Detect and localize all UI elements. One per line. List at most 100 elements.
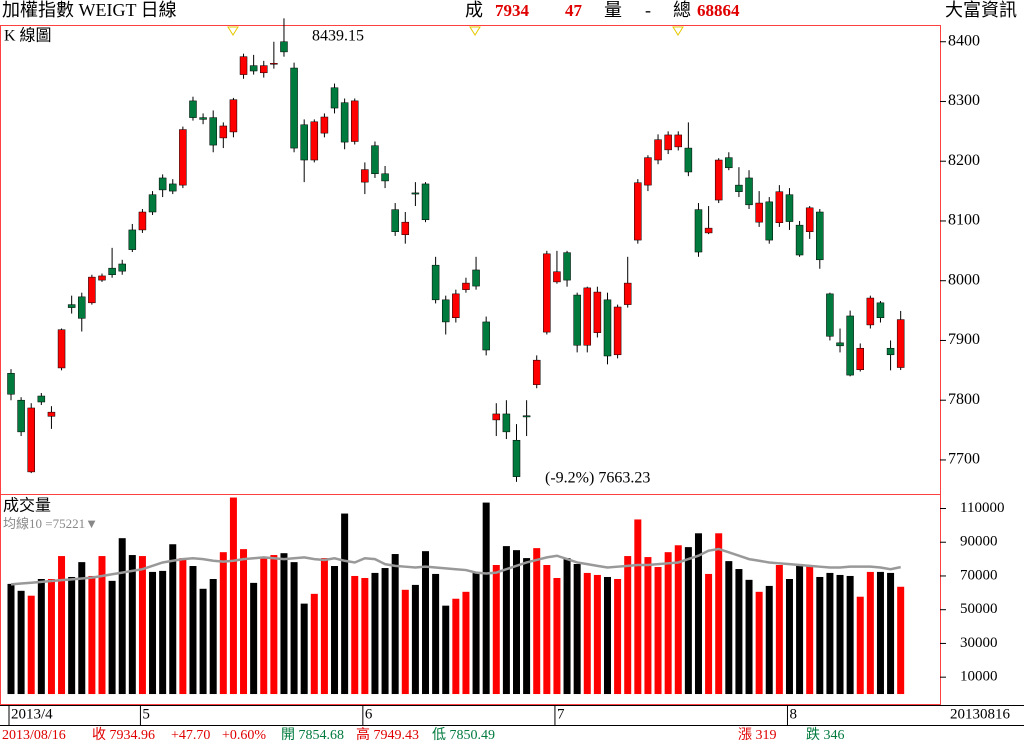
volume-bar [725, 561, 733, 695]
candle-body [613, 306, 622, 356]
candle-body [209, 117, 217, 146]
x-tick-label: 6 [365, 706, 373, 722]
x-tick-label: 2013/4 [11, 706, 53, 722]
volume-bar [401, 589, 409, 695]
volume-bar [452, 598, 460, 695]
candle-body [472, 269, 480, 287]
candle-body [684, 147, 693, 173]
volume-bar [765, 585, 773, 695]
volume-bar [229, 497, 237, 695]
candle-body [826, 293, 834, 337]
header-value: 7934 [495, 1, 530, 20]
header-label: 量 [604, 0, 622, 20]
x-tick-label: 20130816 [950, 706, 1011, 722]
volume-bar [68, 576, 76, 695]
candle-body [199, 117, 207, 120]
x-tick-label: 5 [142, 706, 150, 722]
volume-bar [37, 579, 45, 695]
candle-body [482, 321, 490, 351]
header-value: 68864 [697, 1, 740, 20]
volume-bar [361, 577, 369, 695]
volume-bar [745, 579, 753, 695]
candle-body [694, 209, 703, 253]
volume-bar [341, 513, 349, 695]
volume-bar [513, 550, 520, 695]
volume-bar [58, 556, 66, 695]
candle-body [674, 134, 683, 148]
volume-bar [331, 566, 339, 695]
candle-body [816, 211, 824, 261]
candle-body [310, 121, 319, 161]
candle-body [67, 304, 76, 308]
candle-body [543, 253, 551, 333]
footer-down: 跌 346 [806, 727, 845, 743]
candle-body [866, 297, 875, 326]
annotation: 8439.15 [312, 28, 364, 45]
candle-body [522, 415, 531, 418]
header-title: 加權指數 WEIGT 日線 [2, 0, 177, 20]
candle-body [431, 264, 440, 301]
volume-bar [411, 584, 419, 695]
volume-bar [887, 572, 895, 695]
y-tick-label: 8200 [948, 152, 980, 169]
candle-body [654, 139, 662, 161]
candle-body [836, 342, 844, 347]
volume-bar [664, 552, 672, 695]
footer-date: 2013/08/16 [2, 728, 66, 743]
candle-body [270, 62, 278, 65]
volume-bar [280, 553, 288, 695]
y-tick-label: 10000 [960, 669, 998, 685]
volume-bar [118, 538, 126, 695]
y-tick-label: 8400 [948, 32, 980, 49]
candle-body [795, 224, 804, 256]
header-label: 成 [465, 0, 483, 20]
candle-body [876, 302, 885, 319]
volume-bar [300, 603, 308, 695]
volume-bar [785, 579, 793, 695]
candle-body [886, 347, 895, 356]
volume-bar [128, 555, 136, 695]
candle-body [583, 287, 592, 346]
volume-bar [876, 571, 884, 695]
volume-bar [290, 562, 298, 695]
candle-body [179, 129, 187, 186]
volume-bar [634, 519, 642, 695]
candle-body [47, 411, 56, 417]
candle-body [462, 282, 470, 290]
candle-body [856, 347, 864, 370]
footer-low: 低 7850.49 [432, 727, 495, 743]
candle-body [340, 102, 349, 143]
volume-bar [442, 605, 450, 695]
marker [672, 26, 684, 36]
header-brand: 大富資訊 [945, 0, 1017, 20]
candle-body [745, 177, 753, 206]
volume-bar [624, 556, 632, 695]
candle-body [239, 56, 248, 75]
volume-bar [108, 580, 116, 695]
candle-body [391, 209, 399, 232]
candle-body [290, 67, 298, 149]
volume-bar [523, 558, 531, 695]
volume-bar [381, 568, 389, 695]
volume-bar [189, 566, 197, 695]
volume-panel [0, 494, 941, 705]
volume-bar [543, 565, 551, 695]
footer-close: 收 7934.96 [92, 727, 155, 743]
volume-bar [391, 554, 399, 695]
candle-body [361, 169, 369, 183]
candle-body [88, 276, 96, 304]
candle-body [563, 252, 571, 281]
y-tick-label: 7900 [948, 331, 980, 348]
candle-body [148, 194, 157, 213]
y-tick-label: 30000 [960, 635, 998, 651]
candle-body [573, 294, 581, 346]
candle-body [603, 299, 612, 357]
candle-body [664, 134, 672, 151]
volume-bar [169, 544, 177, 695]
volume-bar [219, 552, 227, 695]
volume-bar [826, 572, 834, 695]
y-tick-label: 70000 [960, 567, 998, 583]
volume-bar [715, 533, 723, 695]
volume-bar [320, 558, 328, 695]
candle-body [350, 100, 359, 142]
